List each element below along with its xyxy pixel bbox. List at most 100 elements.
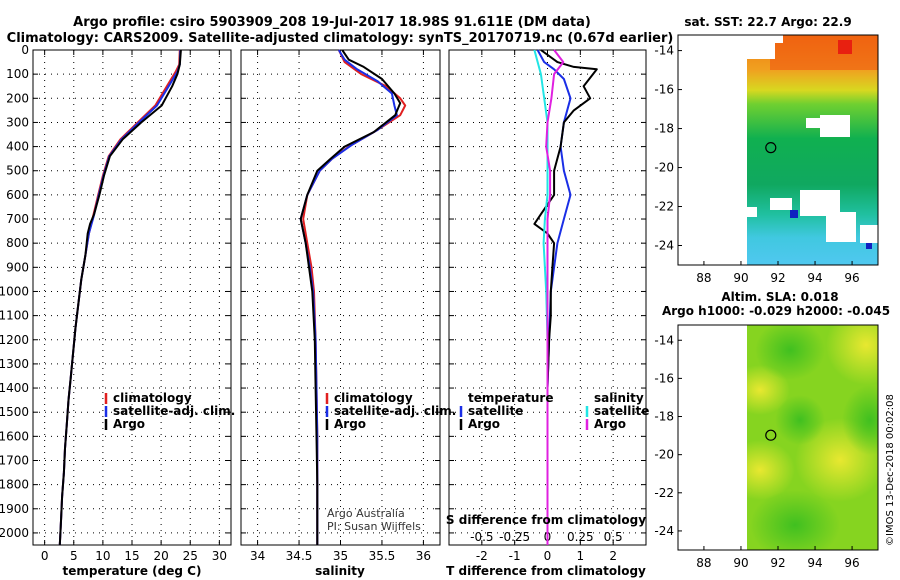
x-tick-label: 30: [212, 549, 227, 563]
x-tick-label: -1: [509, 549, 521, 563]
sla-map-axes: 88 90 92 94 96 -14 -16 -18 -20 -22 -24: [654, 333, 859, 570]
sst-cloud: [747, 207, 757, 217]
legend-label-argo: Argo: [113, 417, 145, 431]
sst-cold-patch: [790, 210, 798, 218]
sst-cloud: [800, 190, 840, 216]
x-tick-label: 5: [70, 549, 78, 563]
legend-salinity-title: salinity: [594, 391, 644, 405]
sst-cloud: [806, 118, 820, 128]
series-line-climatology: [58, 49, 181, 546]
sla-blob-yellow: [747, 440, 795, 500]
temperature-lines: [58, 49, 182, 546]
sst-cloud: [820, 115, 850, 137]
sst-cloud: [770, 198, 792, 210]
legend-label-climatology: climatology: [113, 391, 192, 405]
map-y-tick-label: -24: [654, 524, 674, 538]
sla-blob-green: [842, 385, 878, 455]
x-tick-label: 35: [333, 549, 348, 563]
s-tick-label: -0.5: [470, 530, 493, 544]
sla-blob-green: [750, 490, 840, 550]
depth-tick-label: 100: [6, 67, 29, 81]
map-y-tick-label: -18: [654, 122, 674, 136]
series-line-satellite-adj-clim-: [58, 49, 182, 546]
series-line-t-satellite: [536, 49, 572, 545]
map-y-tick-label: -18: [654, 410, 674, 424]
depth-tick-label: 1300: [0, 357, 29, 371]
depth-tick-label: 800: [6, 236, 29, 250]
sst-cloud: [775, 35, 783, 43]
series-line-s-argo: [545, 49, 565, 545]
x-tick-label: 34.5: [286, 549, 313, 563]
x-tick-label: 10: [95, 549, 110, 563]
x-tick-label: 25: [183, 549, 198, 563]
s-tick-label: 0.25: [567, 530, 594, 544]
s-difference-axis: -0.5 -0.25 0 0.25 0.5: [470, 530, 623, 544]
difference-panel: -2 -1 0 1 2 -0.5 -0.25 0 0.25 0.5 T difference f…: [446, 49, 649, 578]
header-line1: Argo profile: csiro 5903909_208 19-Jul-2…: [73, 15, 591, 30]
legend-label-climatology: climatology: [334, 391, 413, 405]
map-x-tick-label: 92: [770, 271, 785, 285]
depth-axis: 0 100 200 300 400 500 600 700 800 900 1000 1100 1200…: [0, 43, 29, 540]
salinity-x-axis: 34 34.5 35 35.5 36: [250, 50, 431, 563]
header-line2: Climatology: CARS2009. Satellite-adjuste…: [7, 31, 674, 46]
sst-cloud: [860, 225, 878, 243]
x-tick-label: 1: [577, 549, 585, 563]
difference-lines: [533, 49, 598, 545]
depth-tick-label: 1900: [0, 502, 29, 516]
depth-tick-label: 0: [21, 43, 29, 57]
depth-tick-label: 500: [6, 164, 29, 178]
depth-tick-label: 1500: [0, 405, 29, 419]
sla-blob-yellow: [826, 325, 878, 385]
temperature-panel: 0100200300400500600700800900100011001200…: [0, 43, 235, 578]
depth-tick-label: 700: [6, 212, 29, 226]
sst-hot-patch: [770, 35, 878, 70]
salinity-grid: [241, 49, 440, 545]
x-tick-label: 15: [124, 549, 139, 563]
sla-map-panel: Altim. SLA: 0.018 Argo h1000: -0.029 h20…: [654, 290, 890, 570]
map-x-tick-label: 88: [696, 556, 711, 570]
depth-tick-label: 600: [6, 188, 29, 202]
map-x-tick-label: 90: [733, 556, 748, 570]
series-line-argo: [299, 49, 402, 545]
map-y-tick-label: -20: [654, 448, 674, 462]
sst-argo-location-marker: [765, 142, 777, 154]
legend-label-satellite: satellite-adj. clim.: [113, 404, 235, 418]
depth-tick-label: 1100: [0, 309, 29, 323]
legend-label-t-argo: Argo: [468, 417, 500, 431]
map-y-tick-label: -20: [654, 161, 674, 175]
imos-stamp: ©IMOS 13-Dec-2018 00:02:08: [885, 394, 896, 546]
legend-label-t-satellite: satellite: [468, 404, 523, 418]
depth-tick-label: 200: [6, 91, 29, 105]
series-line-t-argo: [533, 49, 598, 545]
map-y-tick-label: -22: [654, 200, 674, 214]
depth-tick-label: 900: [6, 260, 29, 274]
map-x-tick-label: 96: [844, 556, 859, 570]
legend-label-s-argo: Argo: [594, 417, 626, 431]
series-line-argo: [58, 49, 182, 546]
sla-map-title-line1: Altim. SLA: 0.018: [721, 290, 838, 304]
sst-cold-patch: [866, 243, 872, 249]
x-tick-label: 0: [544, 549, 552, 563]
sla-blob-green: [755, 325, 825, 380]
depth-tick-label: 1700: [0, 453, 29, 467]
temperature-legend: climatology satellite-adj. clim. Argo: [104, 391, 235, 431]
x-tick-label: 35.5: [369, 549, 396, 563]
depth-tick-label: 1600: [0, 429, 29, 443]
salinity-xlabel: salinity: [315, 564, 365, 578]
credit-line1: Argo Australia: [327, 507, 405, 520]
salinity-legend: climatology satellite-adj. clim. Argo: [325, 391, 456, 431]
map-x-tick-label: 88: [696, 271, 711, 285]
legend-label-s-satellite: satellite: [594, 404, 649, 418]
sst-map-axes: 88 90 92 94 96 -14 -16 -18 -20 -22 -24: [654, 44, 859, 285]
depth-tick-label: 300: [6, 115, 29, 129]
s-difference-label: S difference from climatology: [446, 513, 646, 527]
sla-blob-green: [775, 395, 825, 445]
sst-map-panel: sat. SST: 22.7 Argo: 22.9 88 90 92 94 96 -14 -…: [654, 15, 879, 285]
series-line-climatology: [302, 49, 407, 545]
s-tick-label: 0.5: [604, 530, 623, 544]
map-y-tick-label: -16: [654, 371, 674, 385]
temperature-x-axis: 0 5 10 15 20 25 30: [41, 50, 227, 563]
map-x-tick-label: 94: [807, 556, 822, 570]
s-tick-label: -0.25: [499, 530, 530, 544]
